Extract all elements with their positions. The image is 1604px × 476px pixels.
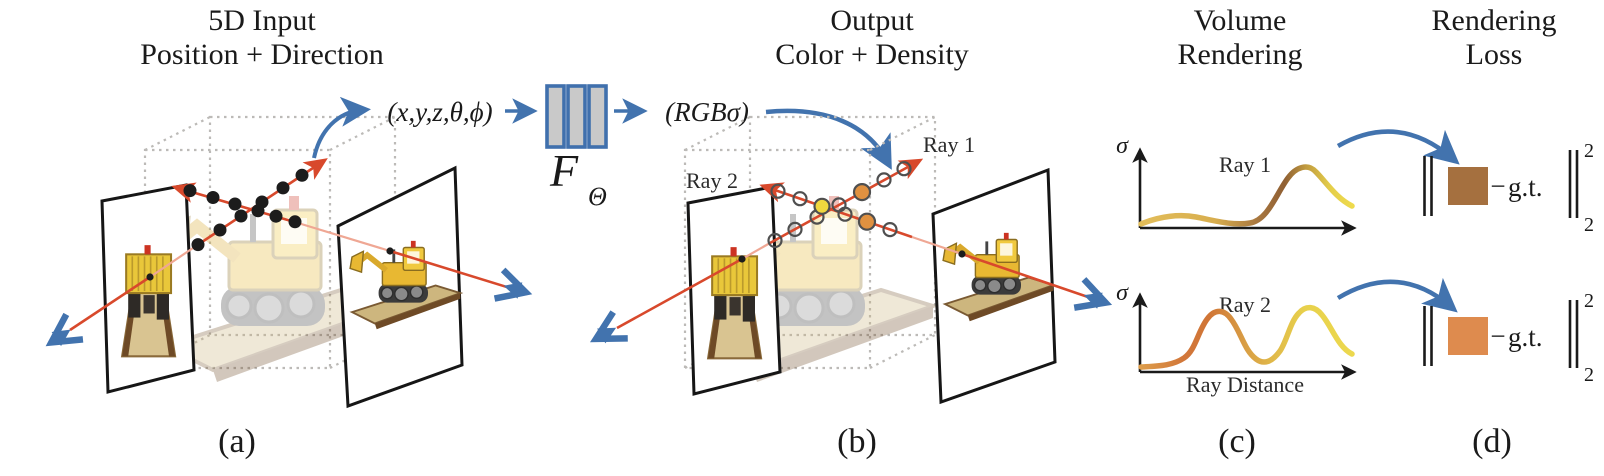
density-curve-ray2: [1138, 304, 1355, 370]
camera-eye-icon: [1074, 279, 1110, 316]
panel-a-title-line2: Position + Direction: [140, 38, 384, 71]
excavator-front-view: [121, 244, 177, 358]
loss-term-ray2: − g.t. 2 2: [1423, 290, 1594, 386]
rendered-color-swatch-ray1: [1448, 167, 1488, 205]
panel-b: Output Color + Density: [589, 4, 1111, 460]
panel-d-title-line2: Loss: [1466, 38, 1523, 71]
sample-point-yellow: [813, 197, 831, 215]
norm-exponent: 2: [1584, 140, 1594, 162]
minus-sign: −: [1490, 321, 1505, 351]
sigma-axis-label: σ: [1116, 133, 1129, 159]
render-to-loss-arrow-icon: [1336, 129, 1460, 165]
ground-truth-label: g.t.: [1508, 172, 1543, 202]
mlp-block: (x,y,z,θ,ϕ) F Θ (RGBσ): [387, 84, 892, 211]
mlp-theta-subscript: Θ: [588, 182, 607, 211]
render-to-loss-arrow-icon: [1336, 277, 1458, 313]
panel-b-caption: (b): [837, 423, 877, 460]
panel-d: Rendering Loss − g.t. 2 2 − g.t.: [1423, 4, 1594, 460]
sigma-axis-label: σ: [1116, 280, 1129, 306]
image-plane-left: [686, 185, 782, 396]
norm-subscript: 2: [1584, 214, 1594, 236]
panel-c: Volume Rendering σ Ray 1 σ Ray 2 Ray Dis…: [1116, 4, 1357, 460]
camera-ray-1: [616, 158, 924, 330]
norm-exponent: 2: [1584, 290, 1594, 312]
ray2-label: Ray 2: [686, 168, 738, 193]
image-plane-left: [100, 183, 196, 394]
density-plot-ray2: σ Ray 2 Ray Distance: [1116, 280, 1357, 397]
panel-c-title-line1: Volume: [1194, 4, 1287, 37]
norm-bars-right-icon: [1568, 300, 1579, 368]
mlp-input-text: (x,y,z,θ,ϕ): [387, 97, 492, 127]
plot1-ray-label: Ray 1: [1219, 152, 1271, 177]
mlp-layers-icon: [545, 84, 608, 149]
ground-truth-label: g.t.: [1508, 322, 1543, 352]
panel-a-caption: (a): [218, 423, 256, 460]
panel-d-caption: (d): [1472, 423, 1512, 460]
rendered-color-swatch-ray2: [1448, 317, 1488, 355]
sample-to-input-arrow-icon: [312, 96, 371, 159]
minus-sign: −: [1490, 171, 1505, 201]
image-plane-right: [336, 165, 464, 409]
panel-a: 5D Input Position + Direction: [43, 4, 530, 460]
image-plane-right: [931, 167, 1057, 405]
loss-term-ray1: − g.t. 2 2: [1423, 140, 1594, 236]
density-curve-ray1: [1138, 164, 1355, 227]
ray-sample-circles: [767, 161, 912, 249]
sample-point-orange: [852, 183, 872, 202]
panel-b-title-line2: Color + Density: [775, 38, 969, 71]
x-axis-label: Ray Distance: [1186, 372, 1304, 397]
output-to-scene-arrow-icon: [765, 108, 892, 170]
panel-c-caption: (c): [1218, 423, 1256, 460]
mlp-output-text: (RGBσ): [665, 97, 749, 127]
norm-subscript: 2: [1584, 364, 1594, 386]
panel-a-title-line1: 5D Input: [208, 4, 316, 37]
norm-bars-left-icon: [1423, 156, 1433, 216]
norm-bars-right-icon: [1568, 150, 1579, 218]
camera-eye-icon: [43, 314, 83, 354]
mlp-function-label: F: [549, 145, 579, 196]
panel-c-title-line2: Rendering: [1178, 38, 1303, 71]
panel-d-title-line1: Rendering: [1432, 4, 1557, 37]
panel-b-title-line1: Output: [830, 4, 914, 37]
camera-eye-icon: [589, 312, 628, 352]
norm-bars-left-icon: [1423, 306, 1433, 366]
sample-point-orange: [857, 212, 877, 231]
ray1-label: Ray 1: [923, 132, 975, 157]
ray-sample-points: [183, 168, 309, 252]
camera-eye-icon: [495, 270, 530, 307]
density-plot-ray1: σ Ray 1: [1116, 133, 1357, 236]
